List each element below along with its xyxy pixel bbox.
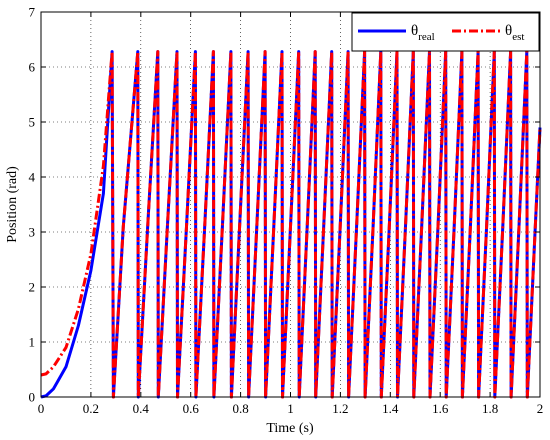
legend: θreal θest bbox=[351, 12, 540, 52]
series-line-est bbox=[40, 50, 542, 399]
x-tick-label: 0.4 bbox=[133, 401, 150, 416]
y-tick-label: 7 bbox=[29, 5, 36, 20]
y-tick-label: 1 bbox=[29, 335, 36, 350]
x-tick-label: 1 bbox=[287, 401, 294, 416]
y-tick-label: 3 bbox=[29, 225, 36, 240]
legend-label-real: θreal bbox=[411, 23, 435, 43]
x-tick-label: 0.8 bbox=[232, 401, 248, 416]
y-axis-label: Position (rad) bbox=[5, 166, 20, 243]
x-axis-label: Time (s) bbox=[266, 421, 314, 436]
y-tick-label: 6 bbox=[29, 60, 36, 75]
y-tick-label: 4 bbox=[29, 170, 36, 185]
x-tick-label: 2 bbox=[537, 401, 544, 416]
x-tick-label: 1.4 bbox=[382, 401, 399, 416]
x-tick-label: 1.2 bbox=[332, 401, 348, 416]
x-tick-label: 0.2 bbox=[83, 401, 99, 416]
x-tick-label: 1.8 bbox=[482, 401, 498, 416]
y-tick-label: 2 bbox=[29, 280, 36, 295]
x-tick-label: 0 bbox=[38, 401, 45, 416]
x-tick-label: 1.6 bbox=[432, 401, 449, 416]
y-tick-label: 5 bbox=[29, 115, 36, 130]
ticks: 0 0.2 0.4 0.6 0.8 1 1.2 1.4 1.6 1.8 2 0 1 2 3 4 5 6 7 bbox=[29, 5, 544, 417]
x-tick-label: 0.6 bbox=[183, 401, 200, 416]
y-tick-label: 0 bbox=[29, 390, 36, 405]
legend-label-est: θest bbox=[505, 23, 524, 43]
